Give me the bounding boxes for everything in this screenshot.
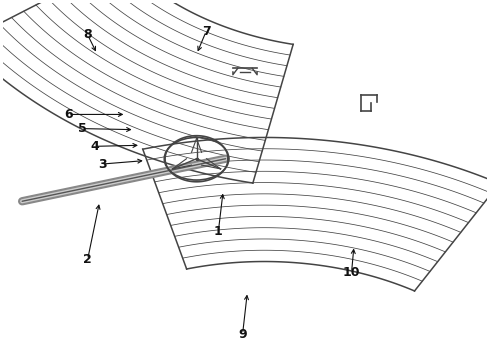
Text: 4: 4	[91, 140, 99, 153]
Text: 3: 3	[98, 158, 106, 171]
Text: 1: 1	[214, 225, 223, 238]
Text: 5: 5	[78, 122, 87, 135]
Text: 7: 7	[202, 24, 211, 38]
Text: 6: 6	[64, 108, 73, 121]
Text: 2: 2	[83, 253, 92, 266]
Text: 9: 9	[238, 328, 247, 341]
Text: 8: 8	[83, 28, 92, 41]
Text: 10: 10	[343, 266, 360, 279]
